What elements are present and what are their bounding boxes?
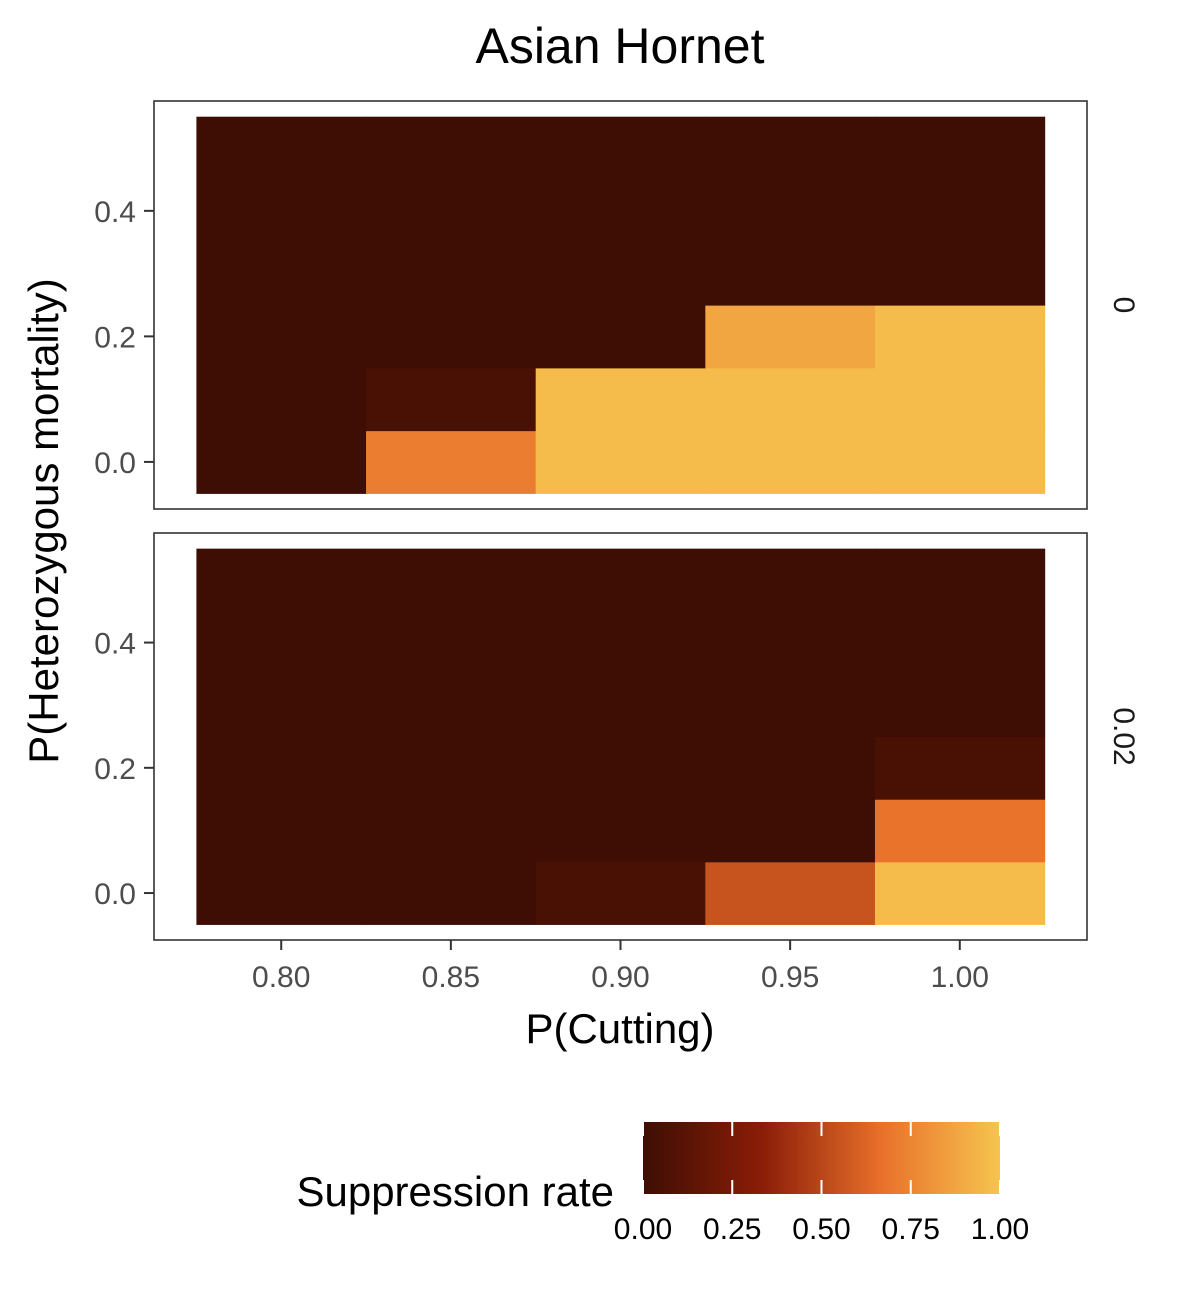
y-tick-label: 0.4 [94, 628, 136, 661]
heatmap-tile [874, 736, 1046, 800]
heatmap-tile [196, 430, 367, 494]
chart-title: Asian Hornet [475, 18, 764, 74]
heatmap-tile [705, 861, 876, 925]
heatmap-tile [705, 548, 876, 612]
heatmap-tile [196, 861, 367, 925]
heatmap-tile [874, 611, 1046, 675]
panel-border [153, 100, 1088, 510]
facets-layer: 0.0 0.2 0.4 0 0.0 0.2 0.4 0.02 [94, 100, 1140, 941]
heatmap-tile [874, 548, 1046, 612]
heatmap-tile [196, 799, 367, 863]
heatmap-tile [874, 305, 1046, 369]
legend: Suppression rate 0.00 0.25 0.50 0.75 1.00 [296, 1122, 1029, 1246]
legend-tick-label: 0.00 [614, 1213, 672, 1246]
heatmap-tile [705, 367, 876, 432]
heatmap-tile [705, 736, 876, 800]
legend-title: Suppression rate [296, 1168, 614, 1215]
heatmap-tile [705, 611, 876, 675]
x-tick-label: 0.85 [422, 961, 480, 994]
heatmap-tile [705, 430, 876, 494]
facet-panel-1: 0.0 0.2 0.4 0 [94, 100, 1140, 510]
heatmap-tile [705, 242, 876, 306]
heatmap-tile [196, 548, 367, 612]
heatmap-tile [535, 305, 706, 369]
heatmap-tile [705, 305, 876, 369]
heatmap-tile [196, 179, 367, 243]
heatmap-tile [705, 179, 876, 243]
heatmap-tile [874, 367, 1046, 432]
heatmap-tile [535, 242, 706, 306]
heatmap-tile [366, 611, 537, 675]
y-tick-label: 0.4 [94, 196, 136, 229]
facet-panel-2: 0.0 0.2 0.4 0.02 [94, 532, 1140, 941]
heatmap-tile [874, 242, 1046, 306]
heatmap-tile [366, 736, 537, 800]
heatmap-tile [196, 611, 367, 675]
heatmap-tile [196, 367, 367, 432]
heatmap-tile [874, 861, 1046, 925]
heatmap-tile [535, 673, 706, 738]
heatmap-tile [874, 673, 1046, 738]
legend-tick-label: 1.00 [971, 1213, 1029, 1246]
heatmap-tile [874, 116, 1046, 181]
heatmap-tile [366, 305, 537, 369]
legend-tick-label: 0.25 [703, 1213, 761, 1246]
heatmap-tile [535, 861, 706, 925]
y-tick-label: 0.2 [94, 753, 136, 786]
legend-tick-label: 0.75 [882, 1213, 940, 1246]
heatmap-tile [366, 367, 537, 432]
x-tick-label: 1.00 [931, 961, 989, 994]
heatmap-tile [196, 116, 367, 181]
heatmap-tile [366, 430, 537, 494]
x-tick-label: 0.80 [252, 961, 310, 994]
facet-strip-label: 0.02 [1107, 707, 1140, 765]
heatmap-tile [535, 736, 706, 800]
heatmap-tile [366, 799, 537, 863]
heatmap-tile [705, 673, 876, 738]
heatmap-tile [535, 367, 706, 432]
heatmap-tile [196, 242, 367, 306]
x-axis-title: P(Cutting) [525, 1005, 714, 1052]
heatmap-tile [705, 116, 876, 181]
heatmap-tile [535, 799, 706, 863]
heatmap-tile [366, 548, 537, 612]
heatmap-tile [535, 611, 706, 675]
heatmap-tile [196, 673, 367, 738]
heatmap-tile [874, 430, 1046, 494]
legend-tick-label: 0.50 [792, 1213, 850, 1246]
heatmap-tile [196, 305, 367, 369]
heatmap-tile [196, 736, 367, 800]
heatmap-tile [366, 673, 537, 738]
heatmap-tile [366, 116, 537, 181]
x-axis: 0.80 0.85 0.90 0.95 1.00 [252, 940, 989, 994]
heatmap-tile [535, 179, 706, 243]
y-tick-label: 0.2 [94, 321, 136, 354]
heatmap-tile [366, 179, 537, 243]
heatmap-tile [366, 242, 537, 306]
y-tick-label: 0.0 [94, 878, 136, 911]
x-tick-label: 0.90 [591, 961, 649, 994]
heatmap-tile [535, 430, 706, 494]
y-axis-title: P(Heterozygous mortality) [20, 278, 67, 763]
heatmap-tile [535, 548, 706, 612]
facet-strip-label: 0 [1107, 297, 1140, 314]
x-tick-label: 0.95 [761, 961, 819, 994]
heatmap-tile [874, 179, 1046, 243]
heatmap-tile [535, 116, 706, 181]
y-tick-label: 0.0 [94, 447, 136, 480]
heatmap-tile [874, 799, 1046, 863]
heatmap-tile [366, 861, 537, 925]
heatmap-tile [705, 799, 876, 863]
